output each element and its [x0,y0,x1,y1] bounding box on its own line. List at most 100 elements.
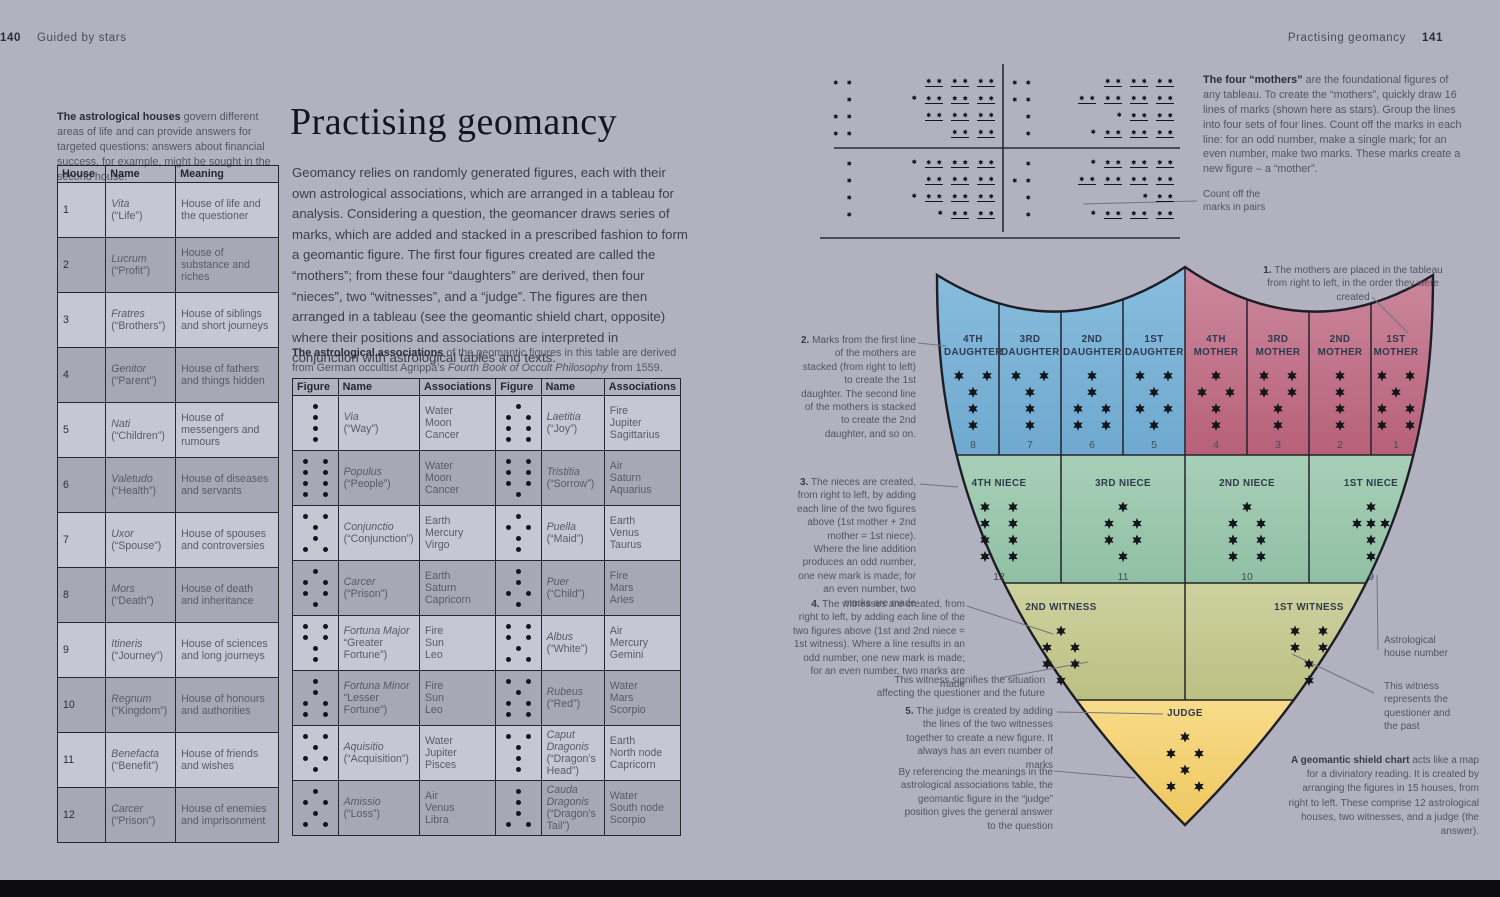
table-cell: House of enemies and imprisonment [175,787,279,843]
table-cell: Carcer (“Prison”) [337,560,421,616]
geomantic-figure [501,401,535,445]
table-cell: House of substance and riches [175,237,279,293]
column-header: Associations [603,378,682,396]
table-cell: House of death and inheritance [175,567,279,623]
table-cell: Fire Mars Aries [603,560,682,616]
table-cell [495,450,542,506]
tableau-line [1012,108,1174,125]
table-cell: House of honours and authorities [175,677,279,733]
geomantic-figure [941,499,1057,565]
table-cell: 10 [56,677,107,733]
house-number: 10 [1241,570,1253,583]
table-cell: Earth Venus Taurus [603,505,682,561]
geomantic-figure [298,401,333,445]
annotation-1: 1. The mothers are placed in the tableau… [1262,264,1444,304]
table-cell [292,395,339,451]
table-cell: Genitor (“Parent”) [105,347,177,403]
geomantic-figure [1065,499,1181,565]
house-number: 8 [970,439,976,452]
table-row: 4 Genitor (“Parent”) House of fathers and t… [56,347,279,403]
annotation-text: Marks from the first line of the mothers… [801,335,916,440]
shield-cell-1st-daughter: 1ST DAUGHTER 5 [1125,334,1183,451]
table-cell [495,560,542,616]
tableau-quadrant-2 [1012,74,1174,142]
table-cell: Earth North node Capricorn [603,725,682,781]
note-lead: The four “mothers” [1203,74,1303,86]
tableau-quadrant-4 [1012,155,1174,223]
four-mothers-note: The four “mothers” are the foundational … [1203,73,1467,177]
shield-cell-2nd-witness: 2ND WITNESS [991,602,1131,689]
column-header: Name [105,165,177,183]
table-cell: Itineris (“Journey”) [105,622,177,678]
associations-table: Figure Name Associations Figure Name Associat… [292,378,682,836]
table-row: 3 Fratres (“Brothers”) House of siblings an… [56,292,279,348]
house-number: 11 [1117,570,1129,583]
geomantic-figure [298,731,333,775]
shield-cell-1st-niece: 1ST NIECE 9 [1313,478,1429,583]
house-number-annotation: Astrological house number [1384,635,1448,660]
table-cell: House of life and the questioner [175,182,279,238]
annotation-number: 2. [800,335,810,346]
table-cell: Mors (“Death”) [105,567,177,623]
table-cell: Tristitia (“Sorrow”) [540,450,605,506]
tableau-line [833,155,995,172]
tableau-line [1012,172,1174,189]
geomantic-figure [1115,729,1255,795]
table-cell: House of sciences and long journeys [175,622,279,678]
tableau-line [833,206,995,223]
right-page-number: 141 [1422,32,1443,44]
column-header: Figure [292,378,339,396]
geomantic-figure [1125,367,1183,433]
shield-cell-label: 4TH DAUGHTER [944,334,1003,358]
associations-note: The astrological associations of the geo… [292,346,686,376]
geomantic-figure [1063,367,1121,433]
shield-cell-label: 1ST DAUGHTER [1125,334,1184,358]
table-cell: 4 [56,347,107,403]
table-cell: Fratres (“Brothers”) [105,292,177,348]
house-number: 5 [1151,439,1157,452]
house-number: 9 [1368,570,1374,583]
table-cell: Fortuna Major “Greater Fortune”) [337,615,421,671]
geomantic-figure [944,367,1002,433]
table-cell: Populus (“People”) [337,450,421,506]
table-cell: Lucrum (“Profit”) [105,237,177,293]
table-cell: Fire Sun Leo [419,615,497,671]
geomantic-figure [298,621,333,665]
shield-caption: A geomantic shield chart acts like a map… [1283,754,1479,839]
column-header: Associations [419,378,497,396]
table-cell: 3 [56,292,107,348]
table-cell: 6 [56,457,107,513]
shield-cell-label: 2ND DAUGHTER [1063,334,1122,358]
column-header: Name [540,378,605,396]
shield-cell-label: 2ND MOTHER [1317,334,1363,358]
note-body: of the geomantic figures in this table a… [292,347,677,374]
house-number: 12 [993,570,1005,583]
table-row: 10 Regnum (“Kingdom”) House of honours and … [56,677,279,733]
table-cell [495,725,542,781]
annotation-text: The judge is created by adding the lines… [906,706,1053,771]
note-lead: The astrological houses [57,111,181,123]
table-cell: House of spouses and controversies [175,512,279,568]
page-title: Practising geomancy [290,101,618,143]
shield-cell-3rd-niece: 3RD NIECE 11 [1065,478,1181,583]
table-cell: Valetudo (“Health”) [105,457,177,513]
tableau-line [1012,189,1174,206]
table-cell: Via (“Way”) [337,395,421,451]
shield-cell-label: 1ST WITNESS [1274,602,1344,613]
house-number: 7 [1027,439,1033,452]
tableau-line [833,189,995,206]
table-cell [292,560,339,616]
tableau-line [1012,155,1174,172]
shield-cell-label: 1ST MOTHER [1373,334,1419,358]
geomantic-figure [501,511,535,555]
table-cell: Fortuna Minor “Lesser Fortune”) [337,670,421,726]
shield-cell-label: 2ND NIECE [1219,478,1275,489]
table-row: 7 Uxor (“Spouse”) House of spouses and cont… [56,512,279,568]
house-number: 1 [1393,439,1399,452]
geomantic-figure [501,676,535,720]
table-row: 6 Valetudo (“Health”) House of diseases and… [56,457,279,513]
table-cell: Regnum (“Kingdom”) [105,677,177,733]
book-title: Fourth Book of Occult Philosophy [447,361,609,374]
table-row: Fortuna Major “Greater Fortune”) Fire Sun … [292,615,682,671]
table-cell: Water Moon Cancer [419,450,497,506]
